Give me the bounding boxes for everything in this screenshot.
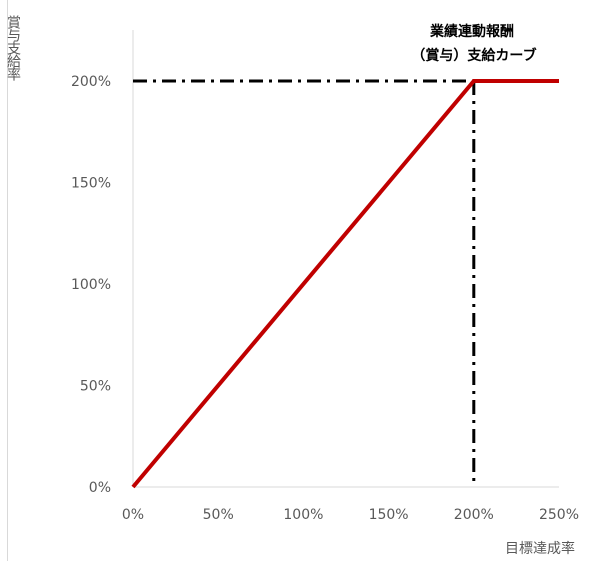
tick-labels: 0% 50% 100% 150% 200% 0% 50% 100% 150% 200% 250% <box>71 74 579 523</box>
y-axis-title: 賞与支給率 <box>5 15 21 81</box>
y-tick-label: 150% <box>71 176 111 192</box>
y-tick-label: 50% <box>80 379 111 395</box>
annotation-line-2: （賞与）支給カーブ <box>411 47 536 64</box>
annotation-line-1: 業績連動報酬 <box>429 23 514 40</box>
series-layer <box>131 79 559 489</box>
y-tick-label: 200% <box>71 74 111 90</box>
reference-lines <box>133 79 476 487</box>
axes-layer <box>132 30 559 488</box>
x-tick-label: 200% <box>454 507 494 523</box>
x-tick-label: 50% <box>203 507 234 523</box>
x-tick-label: 250% <box>539 507 579 523</box>
x-axis-title: 目標達成率 <box>505 540 575 557</box>
series-line-0 <box>131 79 559 489</box>
y-tick-label: 100% <box>71 277 111 293</box>
x-tick-label: 100% <box>283 507 323 523</box>
y-tick-label: 0% <box>89 480 111 496</box>
x-tick-label: 0% <box>122 507 144 523</box>
left-edge-line <box>7 0 8 561</box>
x-tick-label: 150% <box>369 507 409 523</box>
